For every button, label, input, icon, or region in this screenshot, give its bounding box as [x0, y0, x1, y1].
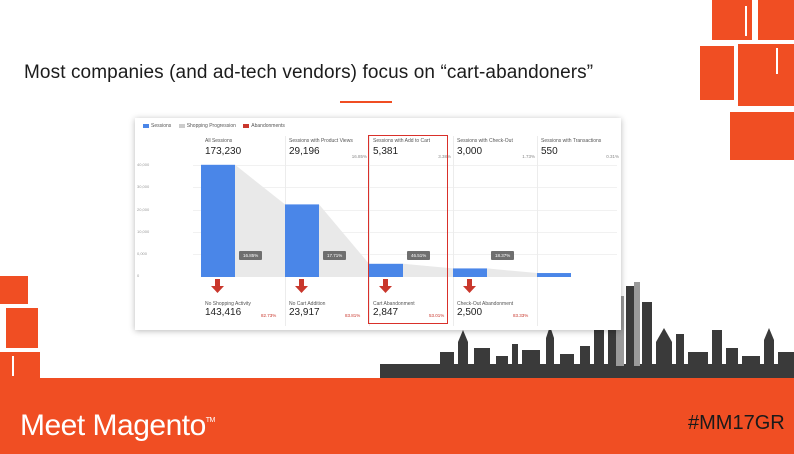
step-value: 3,000 [457, 146, 483, 157]
gridline [193, 232, 617, 233]
decor-block-left-3 [0, 352, 40, 382]
abandonment-percent: 82.73% [261, 313, 277, 318]
y-tick: 10,000 [137, 229, 150, 234]
step-percent: 3.38% [438, 154, 451, 159]
abandonment-check-out-abandonment: Check-Out Abandonment 2,500 83.33% [457, 301, 537, 318]
brand-name: Meet Magento [20, 409, 206, 442]
funnel-bar [537, 273, 571, 277]
legend-swatch-abandonments [243, 123, 250, 128]
down-arrow-icon [379, 279, 392, 293]
down-arrow-icon [295, 279, 308, 293]
y-tick: 0 [137, 273, 140, 278]
decor-block-top-right-2 [758, 0, 794, 40]
funnel-bar [453, 268, 487, 277]
abandonment-label: Check-Out Abandonment [457, 301, 514, 307]
step-value: 5,381 [373, 146, 399, 157]
progression-shading [319, 204, 369, 277]
legend-abandonments: Abandonments [251, 123, 285, 129]
event-hashtag: #MM17GR [688, 412, 785, 434]
step-label: Sessions with Product Views [289, 138, 353, 144]
abandonment-label: No Shopping Activity [205, 301, 251, 307]
column-separator [369, 136, 370, 326]
step-percent: 0.31% [606, 154, 619, 159]
step-label: Sessions with Check-Out [457, 138, 513, 144]
legend-swatch-sessions [143, 123, 149, 128]
funnel-bar [369, 263, 403, 277]
step-value: 173,230 [205, 146, 242, 157]
step-label: Sessions with Transactions [541, 138, 602, 144]
column-separator [537, 136, 538, 326]
funnel-screenshot: Sessions Shopping Progression Abandonmen… [135, 118, 621, 330]
gridline [193, 210, 617, 211]
decor-block-left-1 [0, 276, 28, 304]
abandonment-value: 2,847 [373, 307, 399, 318]
decor-line-left [12, 356, 14, 376]
progression-shading [235, 164, 285, 277]
funnel-step-add-to-cart: Sessions with Add to Cart 5,381 3.38% [373, 138, 453, 159]
decor-block-left-2 [6, 308, 38, 348]
abandonment-label: No Cart Addition [289, 301, 326, 307]
funnel-bar [201, 164, 235, 277]
step-percent: 1.73% [522, 154, 535, 159]
funnel-step-all-sessions: All Sessions 173,230 [205, 138, 285, 157]
y-tick: 40,000 [137, 162, 150, 167]
decor-line-3 [736, 78, 738, 104]
funnel-legend: Sessions Shopping Progression Abandonmen… [143, 123, 285, 129]
slide-title: Most companies (and ad-tech vendors) foc… [24, 62, 594, 83]
abandonment-label: Cart Abandonment [373, 301, 415, 307]
conversion-rate-label: 17.71% [323, 251, 347, 260]
gridline [193, 187, 617, 188]
step-label: Sessions with Add to Cart [373, 138, 430, 144]
abandonment-percent: 83.33% [513, 313, 529, 318]
conversion-rate-label: 16.85% [239, 251, 263, 260]
abandonment-value: 23,917 [289, 307, 320, 318]
abandonment-value: 2,500 [457, 307, 483, 318]
legend-swatch-progression [178, 123, 185, 128]
step-label: All Sessions [205, 138, 233, 144]
decor-block-top-right-3 [700, 46, 734, 100]
down-arrow-icon [211, 279, 224, 293]
title-underline [340, 101, 392, 103]
funnel-bar [285, 204, 319, 277]
y-tick: 0,000 [137, 251, 148, 256]
abandonment-value: 143,416 [205, 307, 242, 318]
conversion-rate-label: 46.51% [407, 251, 431, 260]
conversion-rate-label: 18.37% [491, 251, 515, 260]
abandonment-arrows [211, 279, 476, 293]
brand-trademark: TM [205, 417, 216, 424]
decor-block-top-right-4 [738, 44, 794, 106]
add-to-cart-highlight-box [368, 135, 448, 324]
progression-shading [487, 268, 537, 277]
funnel-step-product-views: Sessions with Product Views 29,196 16.85… [289, 138, 369, 159]
abandonment-percent: 53.01% [429, 313, 445, 318]
abandonment-no-cart-addition: No Cart Addition 23,917 83.81% [289, 301, 369, 318]
y-tick: 30,000 [137, 184, 150, 189]
brand-logo: Meet MagentoTM [20, 409, 215, 443]
funnel-step-check-out: Sessions with Check-Out 3,000 1.73% [457, 138, 537, 159]
column-separator [453, 136, 454, 326]
progression-shading [403, 263, 453, 277]
funnel-step-transactions: Sessions with Transactions 550 0.31% [541, 138, 621, 159]
abandonment-percent: 83.81% [345, 313, 361, 318]
step-value: 29,196 [289, 146, 320, 157]
legend-sessions: Sessions [151, 123, 172, 129]
step-percent: 16.85% [351, 154, 367, 159]
gridline [193, 165, 617, 166]
y-tick: 20,000 [137, 207, 150, 212]
city-skyline-illustration [380, 282, 794, 380]
legend-progression: Shopping Progression [186, 123, 236, 129]
decor-block-top-right-5 [730, 112, 794, 160]
step-value: 550 [541, 146, 558, 157]
decor-line-1 [745, 6, 747, 36]
abandonment-cart-abandonment: Cart Abandonment 2,847 53.01% [373, 301, 453, 318]
decor-line-2 [776, 48, 778, 74]
down-arrow-icon [463, 279, 476, 293]
abandonment-no-shopping-activity: No Shopping Activity 143,416 82.73% [205, 301, 285, 318]
gridline [193, 254, 617, 255]
footer-band [0, 378, 794, 454]
